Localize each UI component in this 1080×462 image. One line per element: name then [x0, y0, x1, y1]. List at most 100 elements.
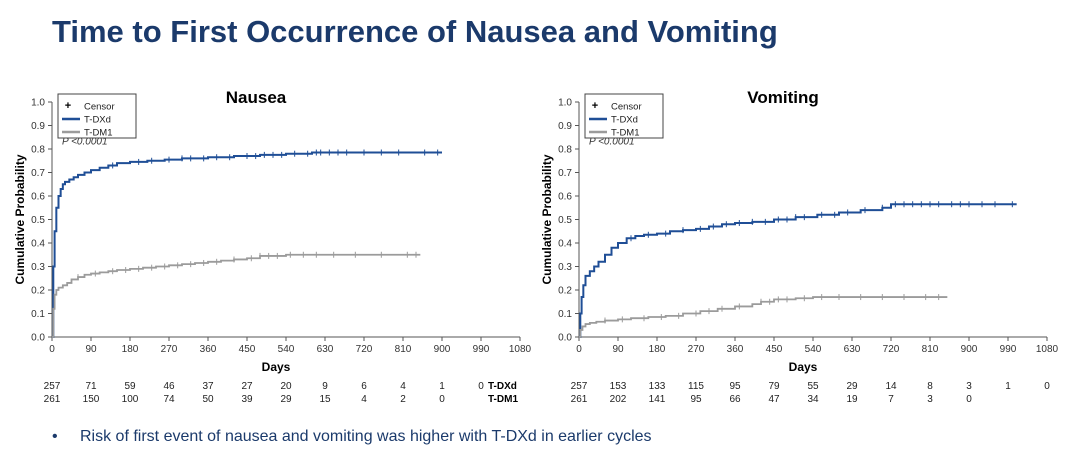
nausea-legend-t-dxd-label: T-DXd [84, 115, 111, 126]
vomiting-chart-title: Vomiting [747, 88, 818, 107]
vomiting-x-tick-label: 450 [766, 344, 783, 355]
nausea-x-tick-label: 270 [161, 344, 178, 355]
vomiting-legend-box [584, 93, 664, 139]
vomiting-risk-count: 3 [966, 381, 972, 392]
nausea-risk-count: 2 [400, 394, 406, 405]
nausea-t-dm1-curve [52, 253, 421, 338]
nausea-y-tick-label: 0.5 [31, 215, 45, 226]
vomiting-risk-count: 7 [888, 394, 894, 405]
nausea-risk-count: 150 [83, 394, 100, 405]
vomiting-legend-t-dm1-label: T-DM1 [611, 128, 640, 139]
vomiting-risk-count: 19 [846, 394, 858, 405]
page-title: Time to First Occurrence of Nausea and V… [52, 14, 778, 49]
nausea-legend-censor-label: Censor [84, 102, 115, 113]
vomiting-risk-label-t-dm1: T-DM1 [488, 394, 518, 405]
nausea-risk-count: 1 [439, 381, 445, 392]
nausea-y-axis-label: Cumulative Probability [13, 154, 27, 284]
vomiting-y-tick-label: 0.4 [558, 239, 572, 250]
nausea-p-value: P <0.0001 [62, 136, 108, 147]
nausea-y-tick-label: 0.9 [31, 121, 45, 132]
nausea-risk-count: 46 [163, 381, 175, 392]
vomiting-x-tick-label: 270 [688, 344, 705, 355]
nausea-legend: + Censor T-DXd T-DM1 [57, 93, 137, 139]
summary-bullet-text: Risk of first event of nausea and vomiti… [80, 428, 652, 445]
nausea-x-tick-label: 1080 [509, 344, 532, 355]
nausea-risk-count: 257 [44, 381, 61, 392]
nausea-x-tick-label: 990 [473, 344, 490, 355]
vomiting-risk-count: 133 [649, 381, 666, 392]
nausea-y-tick-label: 1.0 [31, 98, 45, 109]
vomiting-x-tick-label: 630 [844, 344, 861, 355]
vomiting-legend-t-dxd-label: T-DXd [611, 115, 638, 126]
nausea-risk-count: 39 [241, 394, 253, 405]
vomiting-t-dxd-curve [579, 203, 1017, 338]
vomiting-x-tick-label: 720 [883, 344, 900, 355]
nausea-risk-count: 29 [280, 394, 292, 405]
vomiting-risk-count: 0 [966, 394, 972, 405]
nausea-risk-count: 100 [122, 394, 139, 405]
vomiting-risk-count: 14 [885, 381, 897, 392]
vomiting-risk-count: 3 [927, 394, 933, 405]
nausea-risk-count: 0 [439, 394, 445, 405]
nausea-legend-t-dm1-label: T-DM1 [84, 128, 113, 139]
nausea-y-tick-label: 0.8 [31, 145, 45, 156]
nausea-x-tick-label: 540 [278, 344, 295, 355]
nausea-risk-count: 6 [361, 381, 367, 392]
nausea-risk-count: 71 [85, 381, 97, 392]
nausea-y-tick-label: 0.1 [31, 309, 45, 320]
nausea-risk-count: 9 [322, 381, 328, 392]
nausea-x-tick-label: 810 [395, 344, 412, 355]
vomiting-legend-censor-label: Censor [611, 102, 642, 113]
nausea-risk-count: 50 [202, 394, 214, 405]
nausea-risk-count: 59 [124, 381, 136, 392]
vomiting-y-tick-label: 0.5 [558, 215, 572, 226]
vomiting-risk-count: 141 [649, 394, 666, 405]
summary-bullet: • Risk of first event of nausea and vomit… [52, 428, 652, 446]
vomiting-y-tick-label: 0.2 [558, 286, 572, 297]
vomiting-x-tick-label: 0 [576, 344, 582, 355]
nausea-risk-count: 4 [361, 394, 367, 405]
vomiting-risk-count: 8 [927, 381, 933, 392]
vomiting-legend: + Censor T-DXd T-DM1 [584, 93, 664, 139]
vomiting-y-tick-label: 0.6 [558, 192, 572, 203]
vomiting-chart: Vomiting 0.0 0.1 0.2 0.3 0.4 0.5 0.6 0.7 0.8 0.9 1.… [488, 88, 1059, 405]
vomiting-risk-count: 202 [610, 394, 627, 405]
nausea-risk-count: 15 [319, 394, 331, 405]
vomiting-risk-count: 261 [571, 394, 588, 405]
nausea-chart-title: Nausea [226, 88, 287, 107]
vomiting-p-value: P <0.0001 [589, 136, 635, 147]
bullet-symbol: • [52, 428, 58, 445]
vomiting-plot-group: Vomiting 0.0 0.1 0.2 0.3 0.4 0.5 0.6 0.7 0.8 0.9 1.… [488, 88, 1059, 405]
nausea-t-dxd-curve [52, 151, 442, 338]
vomiting-x-tick-label: 540 [805, 344, 822, 355]
nausea-legend-censor-symbol: + [65, 100, 71, 112]
vomiting-panel: Vomiting 0.0 0.1 0.2 0.3 0.4 0.5 0.6 0.7 0.8 0.9 1.… [488, 78, 1059, 418]
vomiting-risk-count: 55 [807, 381, 819, 392]
nausea-risk-count: 4 [400, 381, 406, 392]
nausea-y-tick-label: 0.2 [31, 286, 45, 297]
vomiting-x-tick-label: 900 [961, 344, 978, 355]
nausea-x-tick-label: 900 [434, 344, 451, 355]
vomiting-risk-count: 0 [1044, 381, 1050, 392]
vomiting-y-axis-label: Cumulative Probability [540, 154, 554, 284]
vomiting-x-axis-label: Days [789, 360, 818, 374]
nausea-plot-group: Nausea 0.0 0.1 0.2 0.3 0.4 0.5 0.6 0.7 0.8 0.9 1.0 0… [13, 88, 532, 405]
vomiting-risk-count: 79 [768, 381, 780, 392]
nausea-y-tick-label: 0.6 [31, 192, 45, 203]
nausea-risk-count: 20 [280, 381, 292, 392]
vomiting-x-tick-label: 180 [649, 344, 666, 355]
vomiting-y-tick-label: 0.1 [558, 309, 572, 320]
vomiting-y-tick-label: 0.3 [558, 262, 572, 273]
vomiting-x-tick-label: 990 [1000, 344, 1017, 355]
nausea-x-tick-label: 180 [122, 344, 139, 355]
nausea-legend-box [57, 93, 137, 139]
nausea-y-tick-label: 0.0 [31, 333, 45, 344]
vomiting-risk-count: 115 [688, 381, 704, 392]
vomiting-y-tick-label: 1.0 [558, 98, 572, 109]
vomiting-x-tick-label: 90 [612, 344, 624, 355]
vomiting-risk-count: 66 [729, 394, 741, 405]
vomiting-risk-count: 95 [729, 381, 741, 392]
nausea-x-tick-label: 450 [239, 344, 256, 355]
vomiting-risk-count: 95 [690, 394, 702, 405]
nausea-panel: Nausea 0.0 0.1 0.2 0.3 0.4 0.5 0.6 0.7 0.8 0.9 1.0 0… [0, 78, 532, 418]
